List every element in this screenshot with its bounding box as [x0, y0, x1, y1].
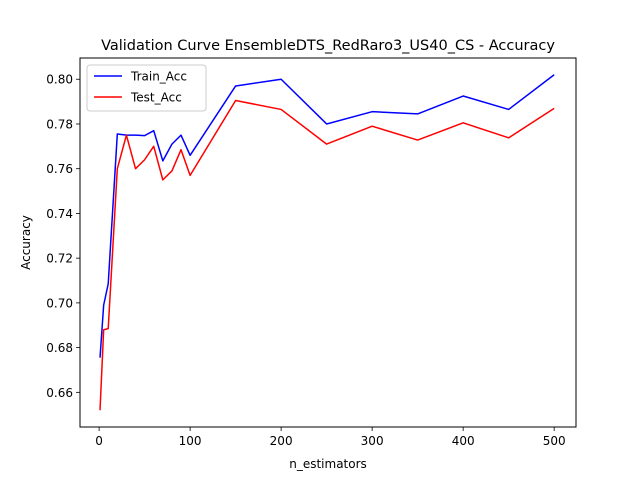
y-tick-label: 0.72 — [46, 252, 73, 266]
x-tick-label: 200 — [270, 434, 293, 448]
x-tick-label: 100 — [179, 434, 202, 448]
x-tick-label: 300 — [361, 434, 384, 448]
legend-label-train-acc: Train_Acc — [130, 70, 187, 84]
series-line-train-acc — [99, 74, 555, 358]
y-tick-label: 0.78 — [46, 117, 73, 131]
plot-area: 0 100 200 300 400 500 0.66 0.68 0.70 0.72 0.74 0.7… — [46, 57, 577, 448]
legend-label-test-acc: Test_Acc — [130, 91, 182, 105]
chart-title: Validation Curve EnsembleDTS_RedRaro3_US… — [101, 38, 555, 54]
x-axis-ticks: 0 100 200 300 400 500 — [95, 427, 566, 448]
x-axis-label: n_estimators — [289, 457, 367, 471]
series-layer — [99, 74, 555, 411]
y-axis-label: Accuracy — [19, 215, 33, 270]
plot-frame — [79, 57, 577, 428]
y-tick-label: 0.70 — [46, 296, 73, 310]
x-tick-label: 500 — [543, 434, 566, 448]
y-tick-label: 0.80 — [46, 73, 73, 87]
y-tick-label: 0.74 — [46, 207, 73, 221]
series-line-test-acc — [99, 99, 555, 411]
y-axis-ticks: 0.66 0.68 0.70 0.72 0.74 0.76 0.78 0.80 — [46, 73, 80, 400]
y-tick-label: 0.68 — [46, 341, 73, 355]
y-tick-label: 0.66 — [46, 386, 73, 400]
legend: Train_Acc Test_Acc — [86, 64, 207, 112]
x-tick-label: 400 — [452, 434, 475, 448]
x-tick-label: 0 — [95, 434, 103, 448]
y-tick-label: 0.76 — [46, 162, 73, 176]
